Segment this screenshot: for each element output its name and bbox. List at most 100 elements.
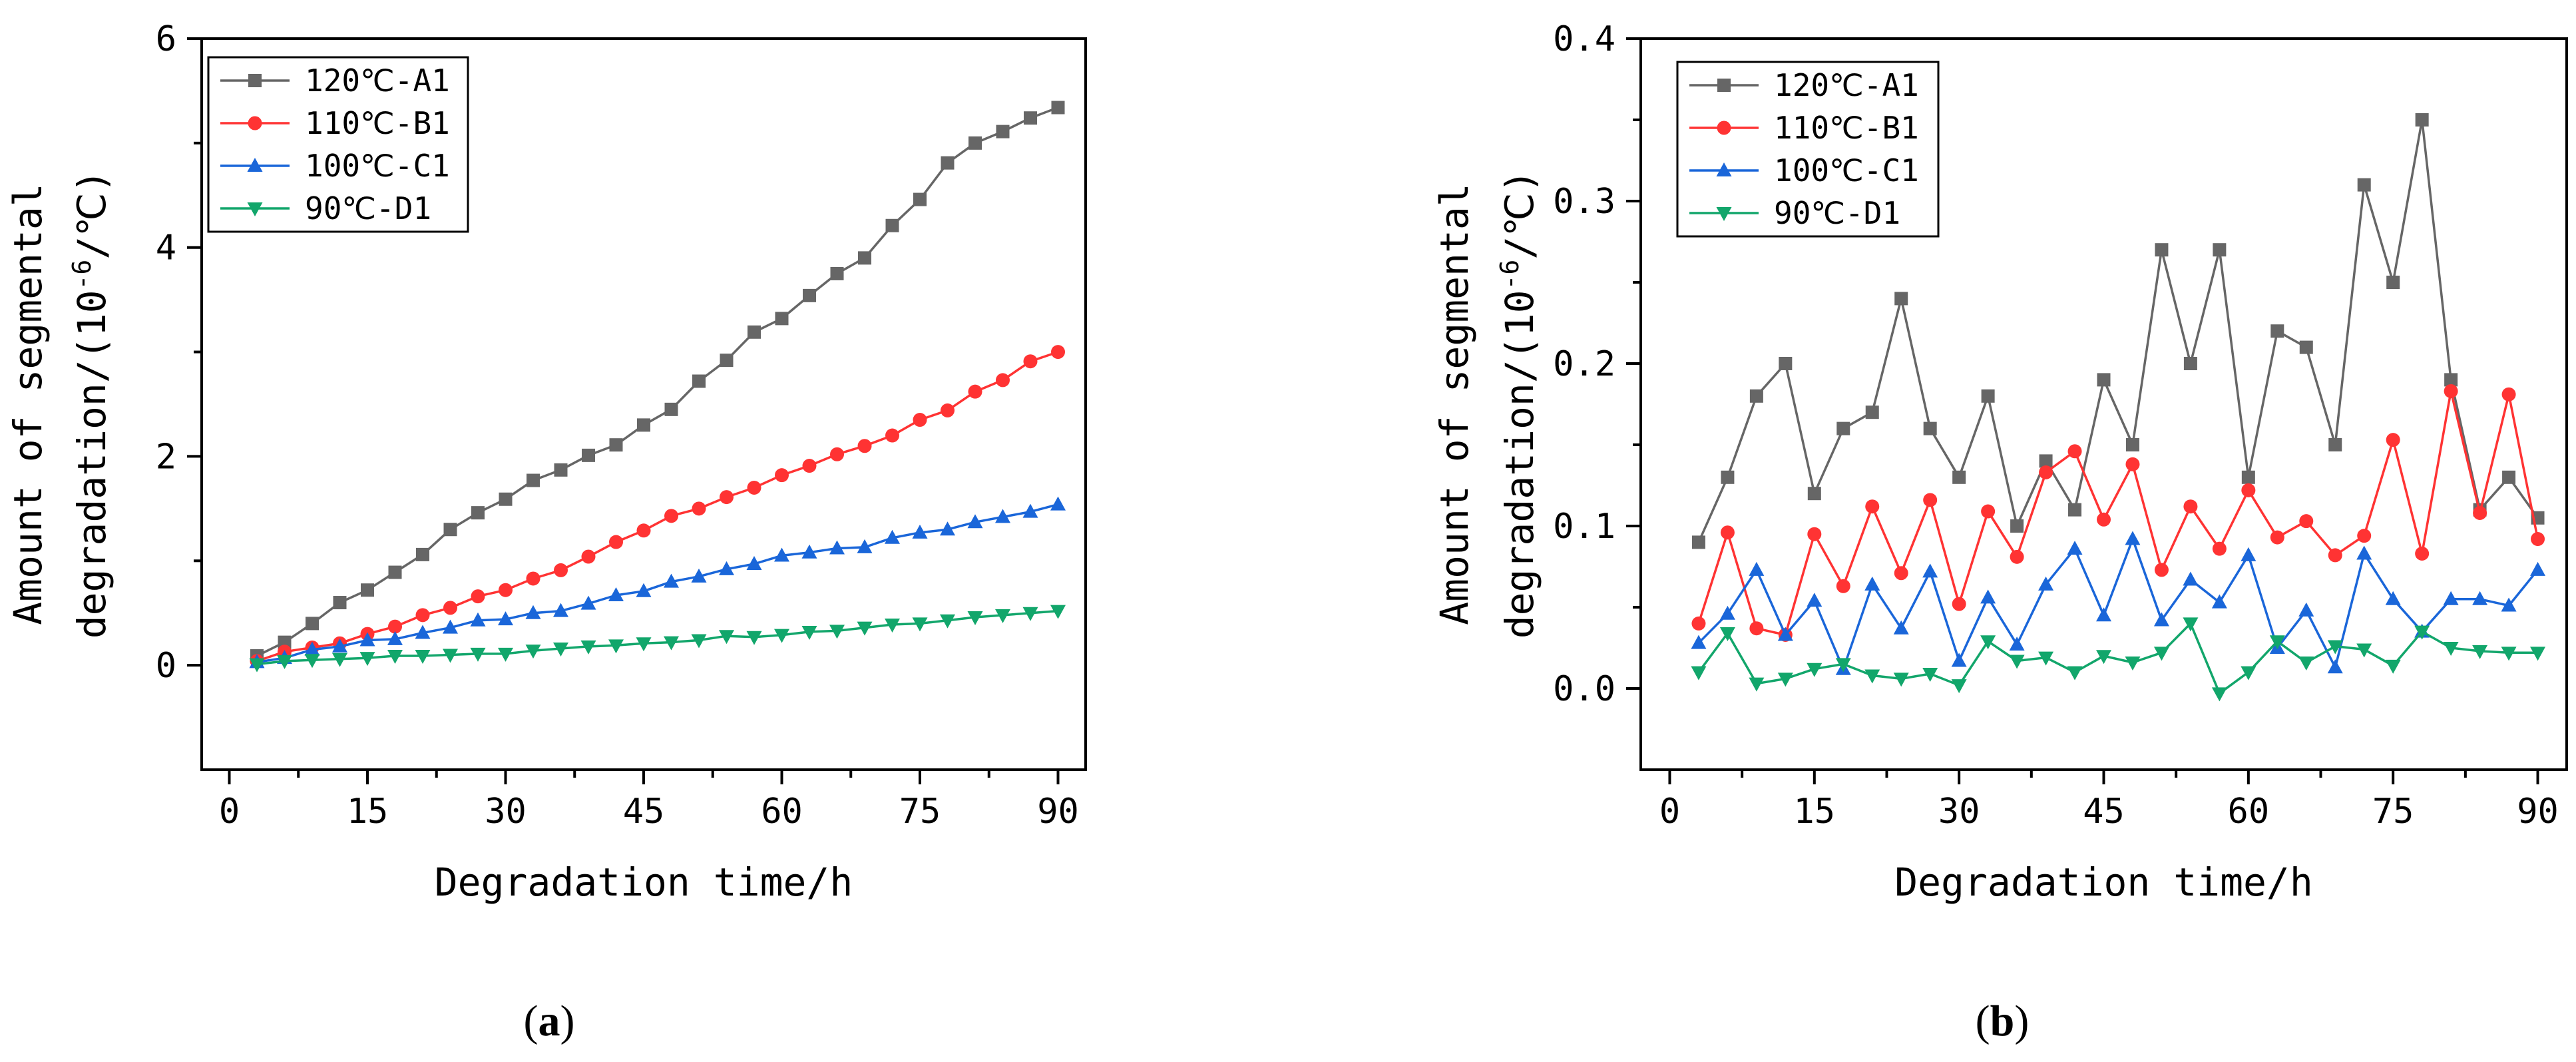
data-point xyxy=(443,649,458,663)
data-point xyxy=(720,354,734,368)
series-line xyxy=(1697,390,2539,637)
data-point xyxy=(1050,605,1066,619)
legend: 120℃-A1 110℃-B1 100℃-C1 90℃-D1 xyxy=(207,56,469,233)
data-point xyxy=(664,636,679,651)
data-point xyxy=(2096,650,2111,664)
data-point xyxy=(885,428,899,443)
data-point xyxy=(2097,512,2111,527)
data-point xyxy=(692,374,706,388)
data-point xyxy=(361,583,374,597)
data-point xyxy=(1024,111,1037,125)
data-point xyxy=(527,473,540,487)
legend-entry: 90℃-D1 xyxy=(1774,195,1900,231)
data-point xyxy=(912,617,928,632)
data-point xyxy=(2327,659,2343,674)
data-point xyxy=(498,611,513,626)
data-point xyxy=(996,125,1010,138)
data-point xyxy=(1022,607,1038,621)
data-point xyxy=(1894,292,1908,306)
data-point xyxy=(2327,640,2343,655)
data-point xyxy=(2299,340,2313,354)
data-point xyxy=(2270,324,2284,338)
data-point xyxy=(2472,645,2488,659)
data-point xyxy=(774,547,789,562)
data-point xyxy=(2183,617,2199,632)
data-point xyxy=(830,447,844,461)
series-3 xyxy=(1691,531,2546,675)
data-point xyxy=(748,325,761,339)
x-tick-label: 90 xyxy=(2517,792,2559,832)
data-point xyxy=(1749,389,1763,403)
data-point xyxy=(967,611,983,625)
data-point xyxy=(2213,243,2227,257)
data-point xyxy=(2501,597,2517,612)
data-point xyxy=(388,565,402,579)
data-point xyxy=(1864,576,1880,591)
data-point xyxy=(1721,470,1735,484)
data-point xyxy=(1922,668,1938,682)
data-point xyxy=(387,650,403,664)
data-point xyxy=(1923,421,1937,435)
data-point xyxy=(2125,531,2141,545)
data-point xyxy=(857,539,873,553)
data-point xyxy=(1893,672,1909,687)
data-point xyxy=(2009,655,2025,669)
data-point xyxy=(2068,503,2082,517)
data-point xyxy=(2328,548,2342,563)
data-point xyxy=(277,655,292,669)
x-tick-label: 75 xyxy=(899,792,941,832)
x-tick-label: 90 xyxy=(1037,792,1079,832)
data-point xyxy=(2501,647,2517,661)
data-point xyxy=(829,540,845,555)
data-point xyxy=(1749,677,1765,692)
data-point xyxy=(1807,593,1823,607)
data-point xyxy=(801,625,817,640)
data-point xyxy=(1050,496,1066,511)
legend-marker xyxy=(247,158,263,172)
y-axis-title-line1: Amount of segmental xyxy=(5,183,51,625)
series-4 xyxy=(249,605,1066,672)
data-point xyxy=(1023,354,1038,369)
data-point xyxy=(525,605,541,619)
legend-entry: 110℃-B1 xyxy=(305,105,450,141)
data-point xyxy=(2356,545,2372,560)
data-point xyxy=(2530,647,2546,661)
data-point xyxy=(2097,373,2111,387)
data-point xyxy=(1777,672,1793,687)
data-point xyxy=(719,561,734,575)
legend-entry: 100℃-C1 xyxy=(305,148,450,184)
data-point xyxy=(1719,627,1735,642)
data-point xyxy=(388,619,402,634)
data-point xyxy=(2010,519,2024,533)
data-point xyxy=(554,463,568,477)
data-point xyxy=(2357,178,2371,192)
data-point xyxy=(1022,503,1038,518)
data-point xyxy=(387,631,403,645)
legend-marker xyxy=(1716,162,1732,176)
x-axis-title: Degradation time/h xyxy=(435,860,853,905)
series-1 xyxy=(1691,113,2545,549)
series-line xyxy=(1697,119,2539,543)
data-point xyxy=(829,625,845,639)
data-point xyxy=(470,647,486,662)
data-point xyxy=(2067,444,2082,459)
data-point xyxy=(691,568,707,583)
data-point xyxy=(1720,525,1735,540)
legend-entry: 120℃-A1 xyxy=(305,63,450,99)
data-point xyxy=(2038,651,2054,666)
legend-marker xyxy=(1716,207,1732,221)
data-point xyxy=(1864,669,1880,684)
data-point xyxy=(553,643,568,657)
data-point xyxy=(306,617,319,631)
data-point xyxy=(2357,529,2372,543)
y-axis-title-line1: Amount of segmental xyxy=(1432,183,1477,625)
data-point xyxy=(2386,433,2400,447)
data-point xyxy=(1777,627,1793,641)
data-point xyxy=(2010,549,2024,564)
data-point xyxy=(2153,647,2169,661)
data-point xyxy=(609,438,623,452)
data-point xyxy=(443,523,457,537)
data-point xyxy=(443,601,457,615)
y-tick-label: 0.4 xyxy=(1553,19,1615,59)
y-tick-label: 4 xyxy=(156,228,176,268)
